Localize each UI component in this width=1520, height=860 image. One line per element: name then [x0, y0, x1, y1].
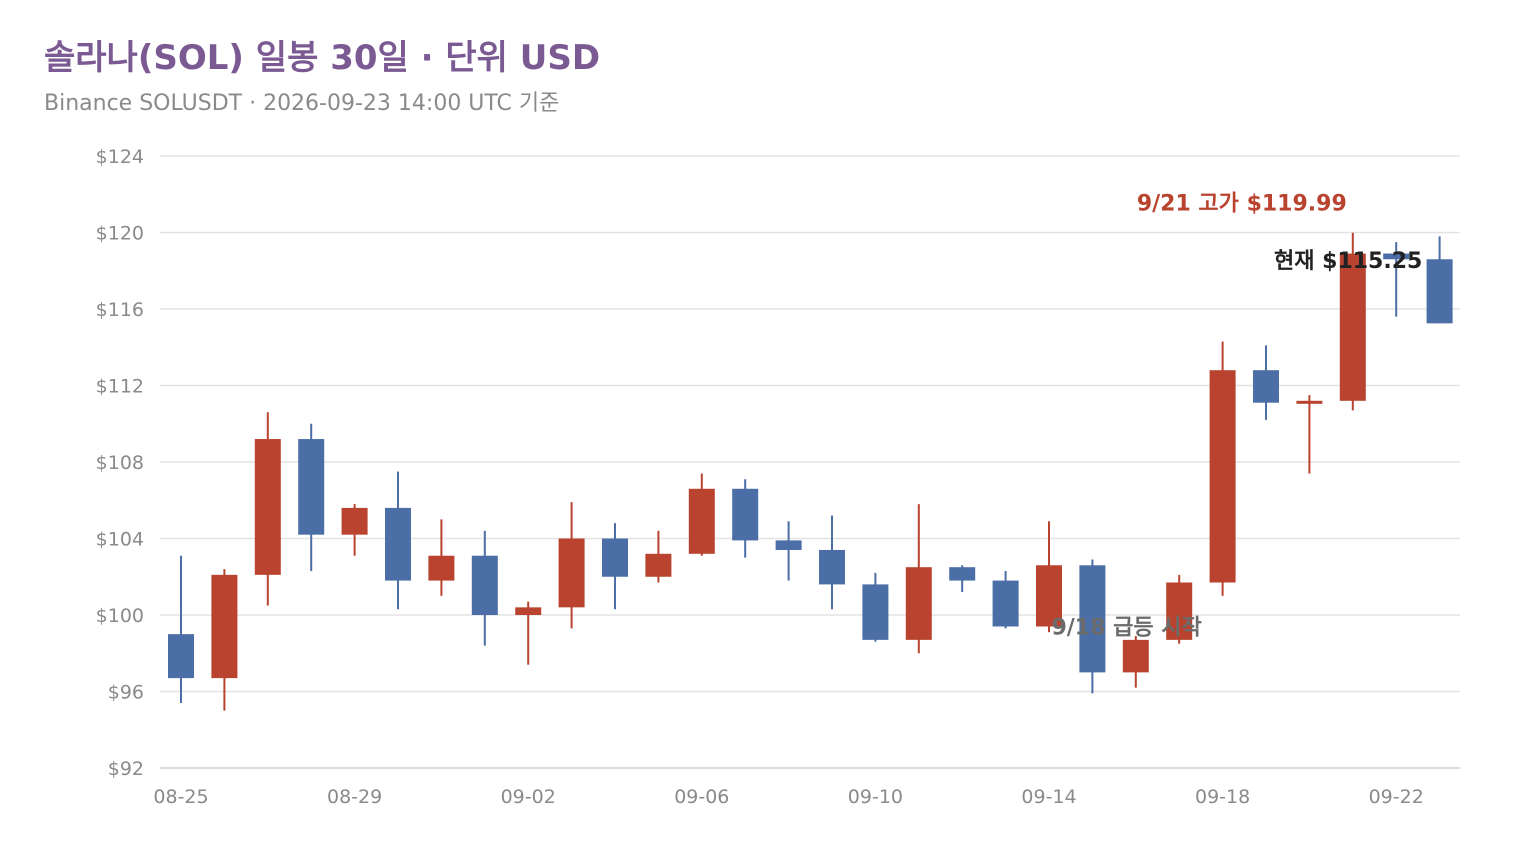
candle — [1383, 242, 1410, 317]
y-tick-label: $108 — [96, 452, 144, 474]
candle-body — [1122, 639, 1149, 673]
y-tick-label: $112 — [96, 376, 144, 398]
x-tick-label: 09-22 — [1369, 786, 1424, 808]
chart-title: 솔라나(SOL) 일봉 30일 · 단위 USD — [44, 38, 601, 78]
candle — [1209, 341, 1236, 596]
x-tick-label: 09-06 — [674, 786, 729, 808]
candle-body — [949, 567, 976, 581]
candle — [298, 423, 325, 572]
candle — [645, 530, 672, 583]
candle-body — [1079, 565, 1106, 673]
y-tick-label: $124 — [96, 146, 144, 168]
candle — [775, 521, 802, 581]
candle — [819, 515, 845, 610]
candle-body — [341, 507, 368, 535]
annotation-current: 현재 $115.25 — [1274, 249, 1422, 274]
candle — [211, 569, 238, 711]
candle — [688, 473, 715, 556]
candle — [1166, 574, 1193, 644]
candle — [1036, 521, 1062, 633]
candle — [428, 519, 455, 596]
candle-body — [168, 634, 194, 679]
candle-body — [1036, 565, 1062, 627]
candle-body — [775, 540, 802, 550]
candle — [602, 523, 628, 610]
candle-body — [1296, 400, 1323, 404]
candle — [1253, 345, 1279, 420]
candle-body — [862, 584, 889, 640]
candle — [471, 530, 498, 646]
candle — [1296, 395, 1323, 474]
x-tick-label: 09-18 — [1195, 786, 1250, 808]
candle — [385, 471, 411, 610]
annotation-high: 9/21 고가 $119.99 — [1137, 192, 1347, 217]
candle — [905, 504, 932, 654]
y-tick-label: $96 — [108, 682, 144, 704]
candle-body — [385, 507, 411, 581]
grid-lines — [160, 155, 1460, 769]
candle-body — [1383, 253, 1410, 260]
candle — [1079, 559, 1106, 694]
candle — [1339, 232, 1366, 411]
candle — [254, 412, 281, 606]
x-tick-label: 09-02 — [501, 786, 556, 808]
candle-body — [905, 567, 932, 640]
x-tick-label: 09-14 — [1021, 786, 1076, 808]
candle-body — [602, 538, 628, 577]
candle — [862, 572, 889, 642]
candle-body — [1253, 370, 1279, 403]
candle-body — [428, 555, 455, 581]
x-tick-label: 08-29 — [327, 786, 382, 808]
candle-body — [819, 549, 845, 585]
candle-body — [211, 574, 238, 679]
annotation-surge: 9/18 급등 시작 — [1051, 615, 1201, 640]
candle-body — [992, 580, 1019, 627]
candle-body — [1339, 253, 1366, 401]
candle-body — [254, 439, 281, 575]
candle — [1426, 236, 1453, 324]
candle — [168, 555, 194, 703]
candle-body — [558, 538, 585, 608]
candle — [341, 504, 368, 556]
candle — [515, 601, 542, 665]
candle-body — [298, 439, 325, 535]
y-tick-label: $116 — [96, 299, 144, 321]
y-tick-label: $92 — [108, 758, 144, 780]
candle — [949, 565, 976, 593]
candle — [992, 571, 1019, 629]
x-axis-ticks: 08-25 08-29 09-02 09-06 09-10 09-14 09-18 09-22 — [153, 786, 1423, 808]
candle — [732, 479, 759, 558]
y-tick-label: $100 — [96, 605, 144, 627]
candle-body — [732, 488, 759, 541]
x-tick-label: 09-10 — [848, 786, 903, 808]
candle-body — [471, 555, 498, 615]
candle — [558, 502, 585, 629]
candle-body — [1426, 259, 1453, 324]
candle-body — [515, 607, 542, 615]
candles-group — [168, 232, 1453, 711]
y-tick-label: $120 — [96, 223, 144, 245]
y-tick-label: $104 — [96, 529, 144, 551]
candle — [1122, 636, 1149, 688]
chart-subtitle: Binance SOLUSDT · 2026-09-23 14:00 UTC 기… — [44, 91, 560, 116]
candle-body — [1166, 582, 1193, 640]
annotations-group: 9/21 고가 $119.99 현재 $115.25 9/18 급등 시작 — [1051, 192, 1422, 641]
candle-body — [688, 488, 715, 554]
candle-body — [645, 553, 672, 577]
x-tick-label: 08-25 — [153, 786, 208, 808]
candle-body — [1209, 370, 1236, 583]
y-axis-ticks: $92 $96 $100 $104 $108 $112 $116 $120 $124 — [96, 146, 144, 780]
